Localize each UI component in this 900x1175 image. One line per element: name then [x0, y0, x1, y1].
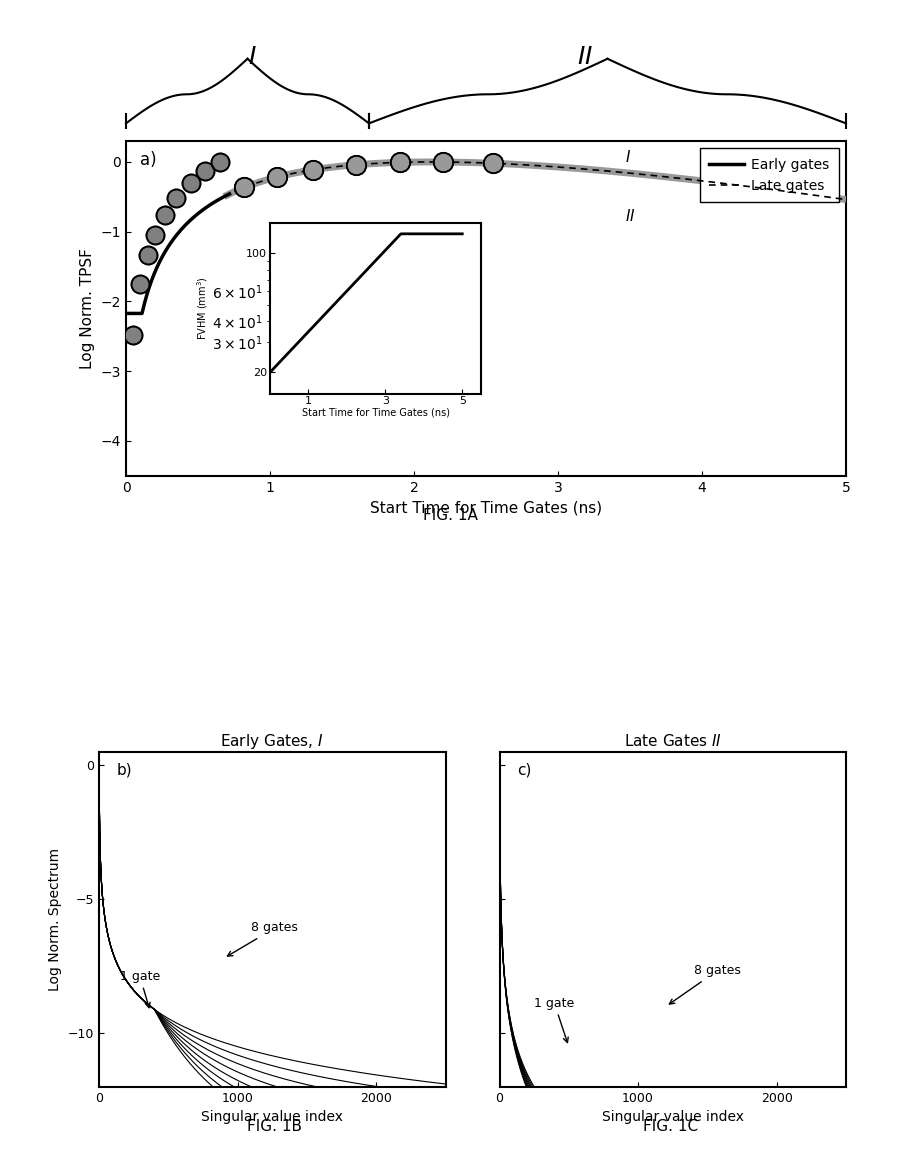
X-axis label: Singular value index: Singular value index [202, 1110, 343, 1124]
X-axis label: Singular value index: Singular value index [602, 1110, 743, 1124]
Text: 8 gates: 8 gates [228, 921, 298, 956]
Text: $\mathit{I}$: $\mathit{I}$ [248, 45, 256, 68]
Text: FIG. 1B: FIG. 1B [247, 1119, 302, 1134]
Text: 8 gates: 8 gates [670, 965, 741, 1003]
Text: $\mathit{II}$: $\mathit{II}$ [577, 45, 593, 68]
Text: c): c) [517, 763, 531, 777]
Text: 1 gate: 1 gate [120, 969, 160, 1008]
Text: $\mathit{I}$: $\mathit{I}$ [625, 149, 631, 166]
Text: a): a) [140, 152, 157, 169]
Text: $\mathit{II}$: $\mathit{II}$ [625, 208, 635, 224]
Text: FIG. 1A: FIG. 1A [423, 508, 477, 523]
Legend: Early gates, Late gates: Early gates, Late gates [699, 148, 839, 202]
Text: 1 gate: 1 gate [535, 996, 574, 1042]
Title: Early Gates, $\mathit{I}$: Early Gates, $\mathit{I}$ [220, 732, 324, 752]
Y-axis label: Log Norm. TPSF: Log Norm. TPSF [80, 248, 95, 369]
Text: FIG. 1C: FIG. 1C [643, 1119, 698, 1134]
X-axis label: Start Time for Time Gates (ns): Start Time for Time Gates (ns) [302, 408, 450, 418]
Y-axis label: FVHM (mm$^3$): FVHM (mm$^3$) [195, 276, 211, 341]
Y-axis label: Log Norm. Spectrum: Log Norm. Spectrum [49, 848, 62, 991]
Title: Late Gates $\mathit{II}$: Late Gates $\mathit{II}$ [624, 733, 722, 750]
X-axis label: Start Time for Time Gates (ns): Start Time for Time Gates (ns) [370, 501, 602, 516]
Text: b): b) [116, 763, 132, 777]
